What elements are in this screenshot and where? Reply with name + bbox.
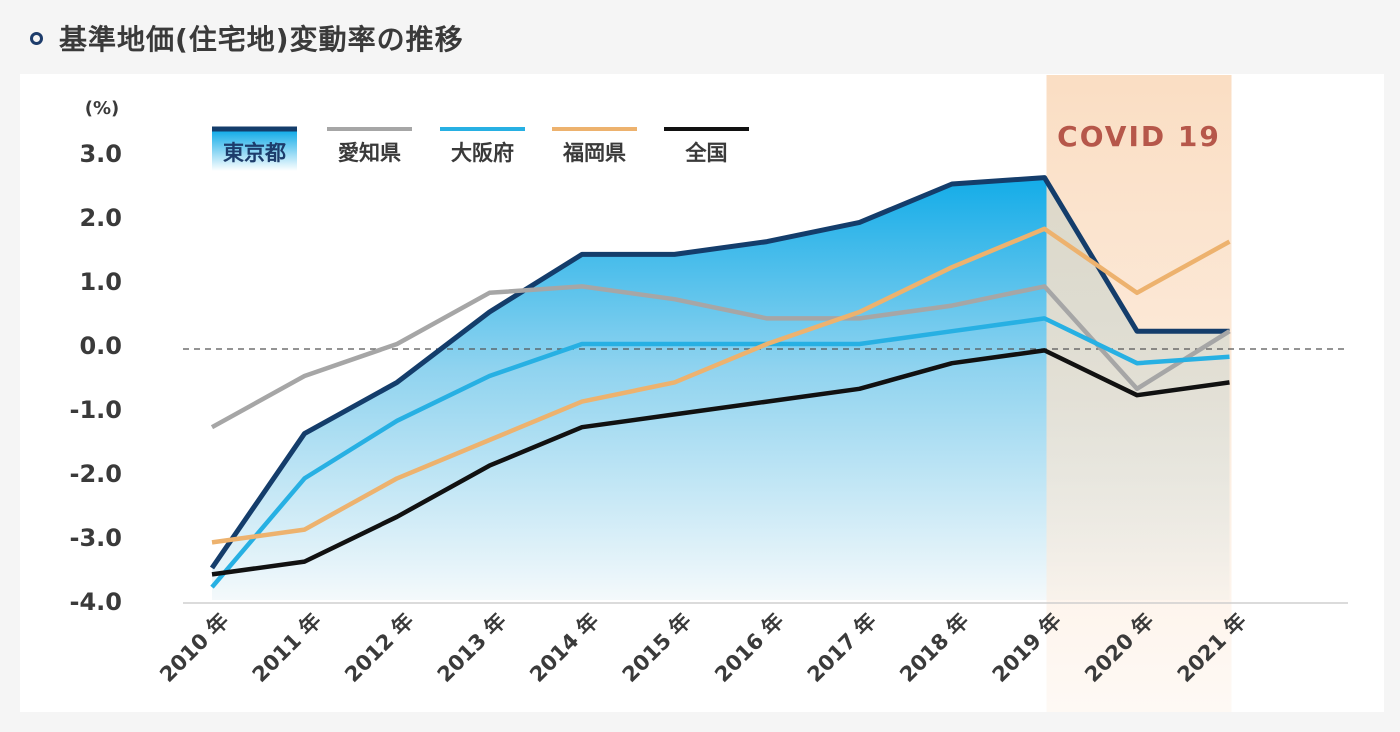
y-tick-label: 0.0 — [79, 332, 122, 360]
chart-title: 基準地価(住宅地)変動率の推移 — [59, 23, 464, 56]
series-line-1 — [210, 284, 1231, 430]
x-tick-label: 2015 年 — [618, 609, 696, 687]
x-tick-label: 2010 年 — [155, 609, 233, 687]
x-tick-label: 2011 年 — [248, 609, 326, 687]
legend-label: 福岡県 — [562, 141, 626, 165]
x-tick-label: 2014 年 — [525, 609, 603, 687]
x-tick-label: 2013 年 — [433, 609, 511, 687]
legend-label: 愛知県 — [338, 141, 401, 165]
series-line-2 — [210, 316, 1230, 589]
title-bullet-icon — [30, 31, 43, 45]
legend-label: 大阪府 — [451, 141, 514, 165]
x-tick-label: 2017 年 — [803, 609, 881, 687]
y-tick-label: 2.0 — [79, 204, 122, 232]
x-tick-label: 2016 年 — [710, 609, 788, 687]
covid-annotation-label: COVID 19 — [1057, 120, 1221, 153]
y-axis-unit-label: (%) — [85, 98, 120, 119]
area-tokyo — [212, 177, 1230, 600]
y-tick-label: -3.0 — [70, 524, 122, 552]
series-line-0 — [209, 175, 1230, 570]
x-tick-label: 2012 年 — [340, 609, 418, 687]
y-tick-label: -2.0 — [70, 460, 122, 488]
y-tick-label: 3.0 — [79, 140, 122, 168]
chart-header: 基準地価(住宅地)変動率の推移 — [30, 18, 464, 58]
legend-label: 東京都 — [223, 141, 286, 165]
y-tick-label: -1.0 — [70, 396, 122, 424]
legend-label: 全国 — [685, 141, 728, 165]
x-tick-label: 2018 年 — [895, 609, 973, 687]
y-tick-label: -4.0 — [70, 588, 122, 616]
legend-swatch-fill — [212, 131, 297, 171]
series-line-3 — [211, 226, 1231, 545]
series-line-4 — [211, 348, 1230, 577]
y-tick-label: 1.0 — [79, 268, 122, 296]
